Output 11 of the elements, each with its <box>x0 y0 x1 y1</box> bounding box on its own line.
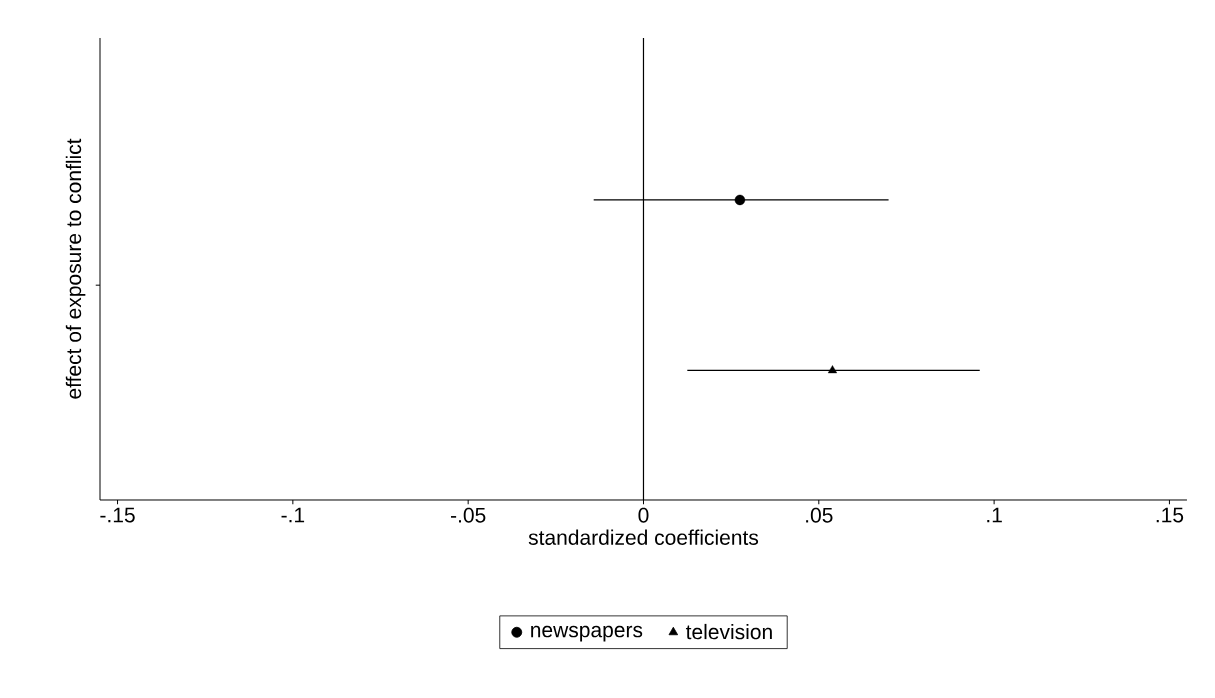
x-tick-label: .15 <box>1156 507 1184 523</box>
x-tick-label: .05 <box>806 507 833 523</box>
legend-label: television <box>685 623 772 640</box>
x-tick-label: -.1 <box>281 507 305 523</box>
x-tick-label: -.15 <box>100 507 135 523</box>
legend-label: newspapers <box>531 625 643 642</box>
y-axis-title: effect of exposure to conflict <box>65 138 86 399</box>
x-tick-label: .1 <box>987 507 1002 523</box>
x-tick-label: -.05 <box>451 507 486 523</box>
x-tick-label: 0 <box>638 507 649 523</box>
x-axis-title: standardized coefficients <box>528 529 759 545</box>
